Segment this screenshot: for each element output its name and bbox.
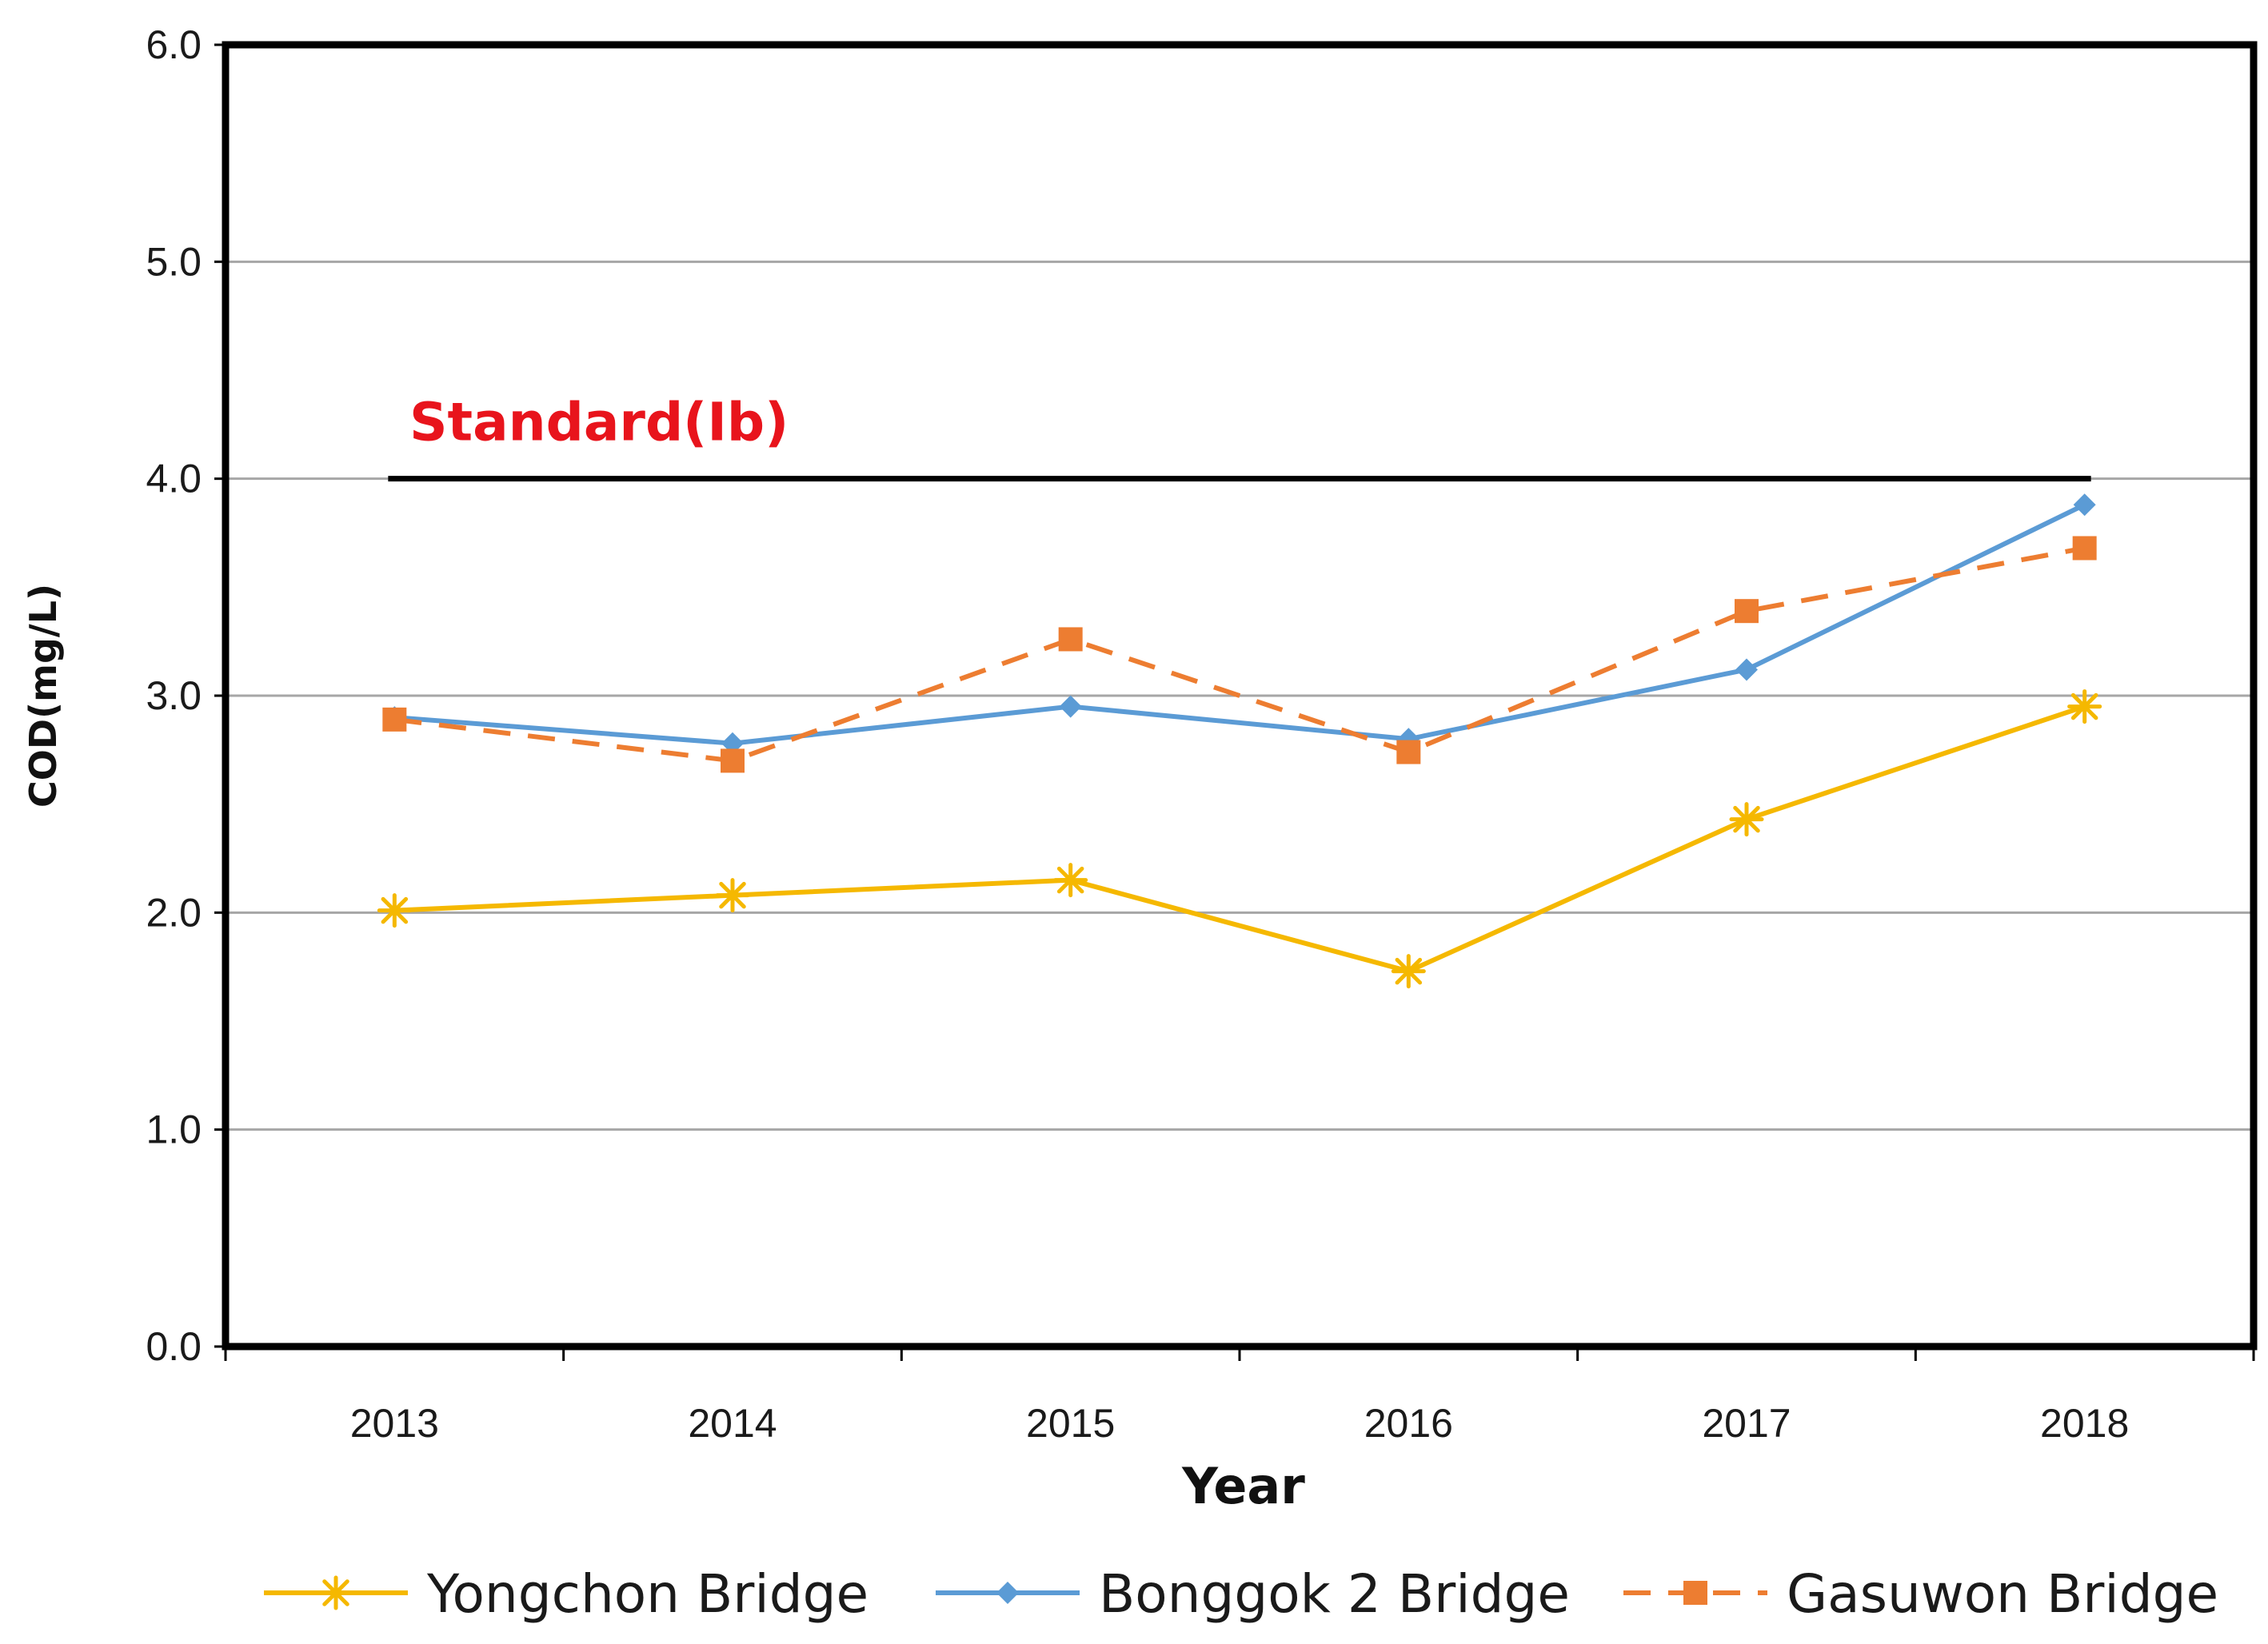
data-point [715,878,750,913]
square-marker [1058,627,1083,652]
legend-item: Gasuwon Bridge [1623,1563,2218,1625]
diamond-marker [1735,658,1758,681]
data-point [1058,627,1083,652]
square-marker [382,707,407,732]
x-tick-label: 2013 [350,1401,439,1446]
star-marker [1729,802,1764,837]
series-0 [377,689,2102,989]
marker-stroke [1056,866,1084,894]
star-marker [715,878,750,913]
y-tick-label: 1.0 [146,1107,202,1152]
data-point [1053,863,1088,898]
data-point [1735,658,1758,681]
series-layer [377,493,2102,989]
standard-line-group: Standard(Ib) [388,392,2091,482]
series-2 [382,536,2097,773]
data-point [2073,493,2096,517]
marker-stroke [322,1579,349,1606]
legend-item: Bonggok 2 Bridge [936,1563,1570,1625]
x-tick-label: 2014 [688,1401,777,1446]
data-point [382,707,407,732]
data-point [1396,740,1421,764]
square-marker [1735,599,1759,624]
x-tick-label: 2017 [1702,1401,1791,1446]
y-axis-ticks: 0.0 1.0 2.0 3.0 4.0 5.0 6.0 [146,22,226,1369]
data-point [1391,954,1426,989]
diamond-marker [996,1582,1019,1604]
x-tick-label: 2015 [1026,1401,1115,1446]
legend-item: Yongchon Bridge [264,1563,868,1625]
square-marker [721,748,745,773]
y-tick-label: 5.0 [146,239,202,284]
y-tick-label: 2.0 [146,890,202,935]
legend-label: Gasuwon Bridge [1787,1563,2218,1625]
square-marker [2072,536,2097,561]
star-marker [1053,863,1088,898]
star-marker [2067,689,2102,724]
data-point [2067,689,2102,724]
standard-label: Standard(Ib) [409,392,789,453]
star-marker [377,893,412,928]
y-tick-label: 6.0 [146,22,202,67]
x-axis-ticks: 2013 2014 2015 2016 2017 2018 [224,1347,2255,1446]
data-point [1735,599,1759,624]
series-1 [383,493,2096,755]
marker-stroke [1395,957,1423,985]
x-tick-label: 2018 [2040,1401,2129,1446]
data-point [1059,695,1082,718]
x-tick-label: 2016 [1364,1401,1453,1446]
x-axis-title: Year [1181,1457,1305,1515]
series-line [394,502,2086,746]
y-axis-title: COD(mg/L) [22,584,65,808]
data-point [377,893,412,928]
legend: Yongchon Bridge Bonggok 2 Bridge Gasuwon B… [264,1563,2218,1625]
legend-label: Yongchon Bridge [426,1563,868,1625]
y-tick-label: 3.0 [146,673,202,718]
square-marker [1396,740,1421,764]
data-point [2072,536,2097,561]
marker-stroke [1733,805,1760,833]
diamond-marker [2073,493,2096,517]
marker-stroke [2070,692,2098,720]
series-line [393,545,2086,764]
diamond-marker [1059,695,1082,718]
marker-stroke [719,881,746,909]
y-tick-label: 0.0 [146,1324,202,1369]
square-marker [1683,1581,1707,1605]
star-marker [318,1575,353,1610]
y-tick-label: 4.0 [146,457,202,501]
marker-stroke [381,896,409,924]
star-marker [1391,954,1426,989]
data-point [1729,802,1764,837]
legend-label: Bonggok 2 Bridge [1099,1563,1570,1625]
data-point [721,748,745,773]
series-line [394,704,2086,974]
